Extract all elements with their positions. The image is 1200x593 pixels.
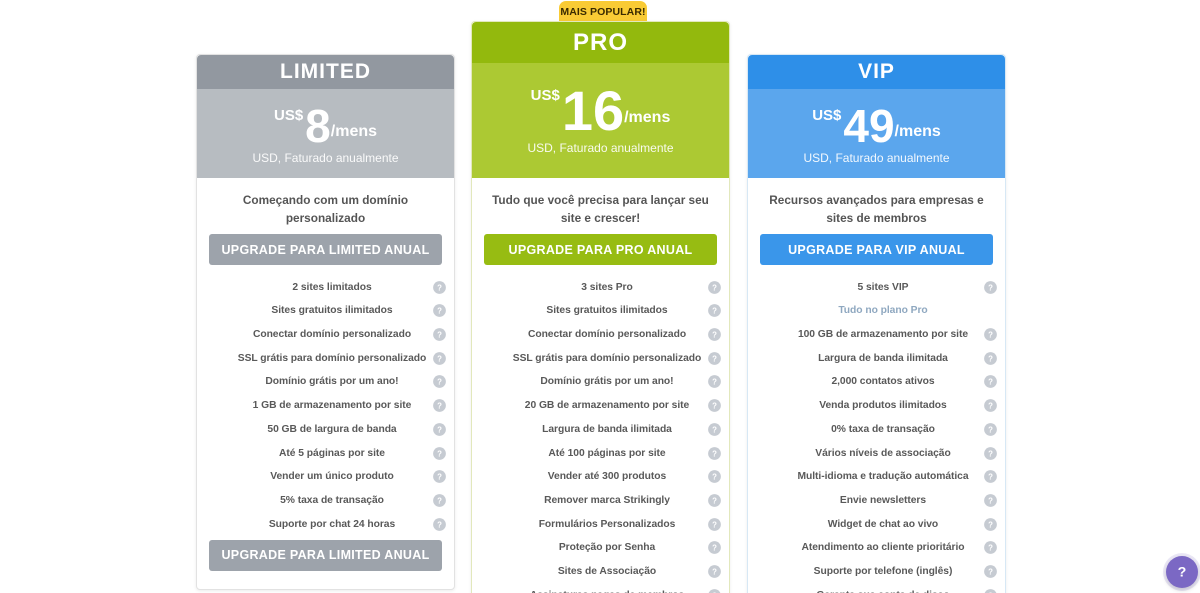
- svg-text:?: ?: [988, 283, 993, 292]
- svg-text:?: ?: [437, 426, 442, 435]
- svg-text:?: ?: [712, 355, 717, 364]
- svg-text:?: ?: [712, 449, 717, 458]
- svg-text:?: ?: [988, 497, 993, 506]
- svg-text:?: ?: [988, 426, 993, 435]
- svg-text:?: ?: [1178, 565, 1187, 581]
- svg-text:?: ?: [437, 449, 442, 458]
- svg-text:?: ?: [988, 473, 993, 482]
- svg-text:?: ?: [712, 307, 717, 316]
- svg-text:?: ?: [437, 497, 442, 506]
- svg-text:?: ?: [437, 378, 442, 387]
- svg-text:?: ?: [437, 473, 442, 482]
- svg-text:?: ?: [988, 355, 993, 364]
- svg-text:?: ?: [437, 307, 442, 316]
- svg-text:?: ?: [988, 402, 993, 411]
- svg-text:?: ?: [437, 402, 442, 411]
- svg-text:?: ?: [437, 355, 442, 364]
- svg-text:?: ?: [712, 520, 717, 529]
- svg-text:?: ?: [712, 568, 717, 577]
- svg-text:?: ?: [437, 331, 442, 340]
- svg-text:?: ?: [988, 520, 993, 529]
- svg-text:?: ?: [712, 497, 717, 506]
- svg-text:?: ?: [712, 426, 717, 435]
- svg-text:?: ?: [437, 283, 442, 292]
- svg-text:?: ?: [712, 473, 717, 482]
- svg-text:?: ?: [988, 544, 993, 553]
- svg-text:?: ?: [712, 402, 717, 411]
- svg-text:?: ?: [712, 544, 717, 553]
- svg-text:?: ?: [988, 449, 993, 458]
- svg-text:?: ?: [712, 331, 717, 340]
- svg-text:?: ?: [988, 331, 993, 340]
- svg-text:?: ?: [988, 568, 993, 577]
- svg-text:?: ?: [712, 378, 717, 387]
- svg-text:?: ?: [712, 283, 717, 292]
- svg-text:?: ?: [437, 520, 442, 529]
- svg-text:?: ?: [988, 378, 993, 387]
